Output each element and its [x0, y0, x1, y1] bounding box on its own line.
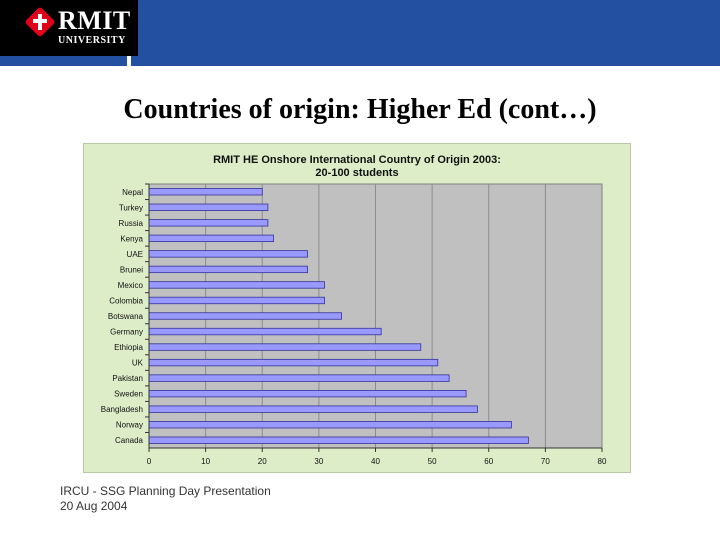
x-tick-label: 0	[147, 457, 152, 466]
bar-kenya	[148, 234, 274, 243]
bar-norway	[148, 421, 512, 429]
y-tick-label: Brunei	[120, 265, 143, 274]
y-tick-label: Nepal	[122, 188, 143, 197]
y-tick-label: Mexico	[118, 281, 144, 290]
bar-botswana	[148, 312, 342, 320]
y-tick-label: Canada	[115, 436, 144, 445]
bar-canada	[148, 436, 529, 444]
y-tick-label: Russia	[119, 219, 144, 228]
x-tick-label: 20	[258, 457, 267, 466]
rmit-logo[interactable]: RMIT UNIVERSITY	[0, 0, 138, 56]
bar-germany	[148, 327, 382, 336]
bar-uae	[148, 250, 308, 258]
y-tick-label: UK	[132, 359, 144, 368]
chart-subtitle: 20-100 students	[315, 167, 399, 179]
x-tick-label: 30	[314, 457, 323, 466]
chart-title: RMIT HE Onshore International Country of…	[213, 154, 501, 166]
x-tick-label: 10	[201, 457, 210, 466]
bar-ethiopia	[148, 343, 422, 351]
y-tick-label: Bangladesh	[101, 405, 143, 414]
bar-nepal	[148, 188, 263, 196]
chart-title-block: RMIT HE Onshore International Country of…	[84, 154, 630, 180]
footer-date: 20 Aug 2004	[60, 499, 128, 513]
bar-sweden	[148, 389, 467, 398]
bar-uk	[148, 358, 439, 367]
footer: IRCU - SSG Planning Day Presentation 20 …	[60, 484, 271, 514]
x-tick-label: 40	[371, 457, 380, 466]
y-tick-label: Colombia	[109, 296, 143, 305]
bar-colombia	[148, 296, 325, 305]
x-tick-label: 80	[598, 457, 607, 466]
chart-frame: RMIT HE Onshore International Country of…	[83, 143, 631, 473]
bar-mexico	[148, 281, 325, 289]
y-tick-label: Ethiopia	[114, 343, 143, 352]
y-tick-label: Botswana	[108, 312, 144, 321]
y-tick-label: UAE	[127, 250, 143, 259]
logo-wordmark: RMIT UNIVERSITY	[58, 8, 131, 47]
y-tick-label: Norway	[116, 421, 143, 430]
y-tick-label: Pakistan	[112, 374, 143, 383]
logo-cross-icon	[33, 14, 47, 30]
y-tick-label: Sweden	[114, 390, 143, 399]
slide-title: Countries of origin: Higher Ed (cont…)	[123, 94, 597, 125]
logo-sub-text: UNIVERSITY	[58, 35, 126, 46]
y-tick-label: Germany	[110, 328, 143, 337]
bar-turkey	[148, 203, 269, 211]
logo-main-text: RMIT	[58, 6, 131, 35]
bar-russia	[148, 219, 269, 227]
x-tick-label: 50	[428, 457, 437, 466]
footer-presentation-name: IRCU - SSG Planning Day Presentation	[60, 484, 271, 498]
bar-bangladesh	[148, 405, 478, 413]
y-tick-label: Kenya	[120, 234, 143, 243]
bar-pakistan	[148, 374, 450, 382]
x-tick-label: 70	[541, 457, 550, 466]
y-tick-label: Turkey	[119, 203, 143, 212]
x-tick-label: 60	[484, 457, 493, 466]
bar-chart: 0 10 20 30 40 50 60 70 80 Nepal Turkey Russia Kenya U…	[101, 183, 607, 466]
bar-brunei	[148, 265, 308, 274]
